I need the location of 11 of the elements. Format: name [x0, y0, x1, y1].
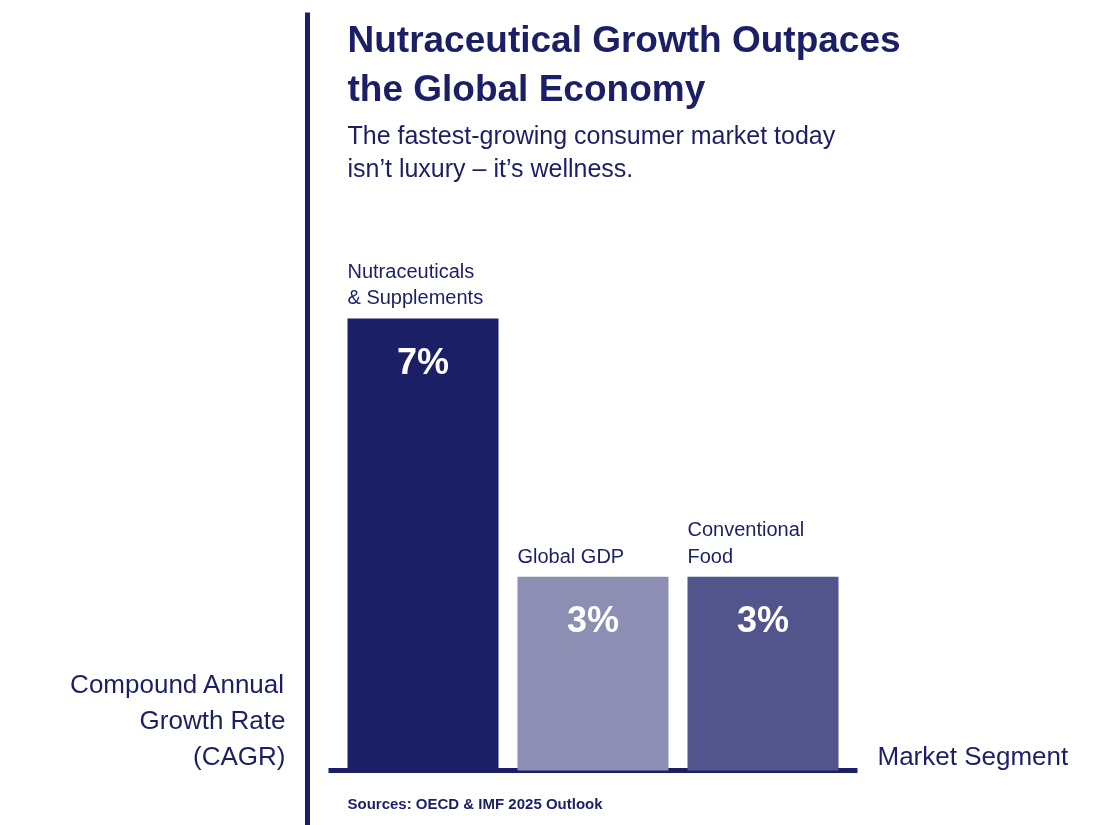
x-axis-title: Market Segment	[877, 740, 1070, 771]
y-axis-title: Compound Annual Growth Rate (CAGR)	[70, 668, 286, 771]
x-tick-label: Global GDP	[517, 544, 625, 567]
data-label: 3%	[736, 598, 790, 640]
chart-title: Nutraceutical Growth Outpaces the Global Economy	[347, 18, 901, 109]
x-tick-label: Nutraceuticals & Supplements	[347, 260, 484, 309]
data-label: 7%	[396, 340, 450, 382]
source-note: Sources: OECD & IMF 2025 Outlook	[347, 794, 604, 812]
data-label: 3%	[566, 598, 620, 640]
chart-subtitle: The fastest-growing consumer market today isn’t luxury – it’s wellness.	[347, 120, 836, 183]
x-tick-label: Conventional Food	[687, 518, 805, 567]
